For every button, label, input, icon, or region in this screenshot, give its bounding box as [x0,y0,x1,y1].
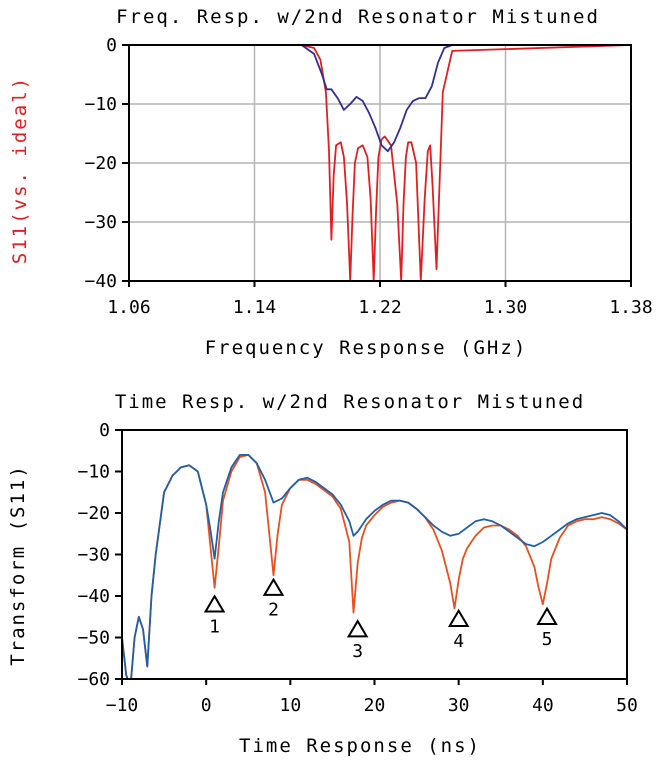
chart1-x-tick-label: 1.30 [484,297,527,318]
chart2-y-tick-label: 0 [99,420,110,441]
chart2-x-tick-label: −10 [106,695,139,716]
chart2-y-tick-label: −20 [77,503,110,524]
chart2-y-axis-label: Transform (S11) [7,464,29,666]
chart1-y-tick-label: 0 [106,35,117,56]
chart2-y-tick-label: −50 [77,628,110,649]
dip-marker-label: 4 [453,631,464,652]
chart2-dip-markers: 1 2 3 4 5 [203,577,558,662]
chart2-series [122,453,627,679]
chart1-x-tick-label: 1.14 [233,297,276,318]
freq-response-chart: Freq. Resp. w/2nd Resonator Mistuned 0 −1… [9,6,653,359]
chart1-y-tick-label: −20 [84,153,117,174]
chart1-x-tick-label: 1.22 [358,297,401,318]
chart2-x-axis-label: Time Response (ns) [239,735,481,757]
chart2-x-tick-label: 20 [364,695,386,716]
dip-marker-triangle [536,606,558,625]
chart2-series-line-2 [122,453,627,679]
chart1-x-tick-label: 1.38 [609,297,652,318]
chart1-y-tick-label: −30 [84,212,117,233]
chart2-series-line-1 [122,453,627,679]
chart2-y-tick-label: −30 [77,545,110,566]
chart2-x-tick-label: 30 [448,695,470,716]
chart2-x-tick-label: 50 [616,695,638,716]
dip-marker-label: 5 [542,629,553,650]
chart1-x-axis-label: Frequency Response (GHz) [205,337,528,359]
chart2-y-ticks: 0 −10 −20 −30 −40 −50 −60 [77,420,122,690]
dip-marker-triangle [203,594,226,613]
dip-marker-label: 3 [352,641,363,662]
chart1-grid [129,45,631,281]
chart1-series [129,44,632,282]
time-response-chart: Time Resp. w/2nd Resonator Mistuned 0−10… [7,391,638,757]
chart1-y-ticks: 0 −10 −20 −30 −40 [84,35,129,292]
chart2-title: Time Resp. w/2nd Resonator Mistuned [115,391,585,413]
dip-marker-triangle [447,608,470,628]
dip-marker-triangle [346,619,369,638]
chart2-y-tick-label: −60 [77,669,110,690]
chart1-x-tick-label: 1.06 [107,297,150,318]
dip-marker-label: 1 [209,616,220,637]
chart2-y-tick-label: −40 [77,586,110,607]
chart1-y-tick-label: −40 [84,271,117,292]
chart1-series-line-2 [129,44,631,153]
chart2-x-ticks: −10 0 10 20 30 40 50 [106,679,638,716]
chart1-series-line-1 [129,44,632,282]
chart2-x-tick-label: 0 [201,695,212,716]
dip-marker-label: 2 [268,600,279,621]
dip-marker-triangle [262,577,285,596]
chart2-x-tick-label: 40 [532,695,554,716]
chart2-x-tick-label: 10 [279,695,301,716]
chart1-y-tick-label: −10 [84,94,117,115]
chart1-y-axis-label: S11(vs. ideal) [9,76,31,264]
chart1-title: Freq. Resp. w/2nd Resonator Mistuned [116,6,600,28]
chart1-x-ticks: 1.06 1.14 1.22 1.30 1.38 [107,281,653,318]
chart2-y-tick-label: −10 [77,462,110,483]
